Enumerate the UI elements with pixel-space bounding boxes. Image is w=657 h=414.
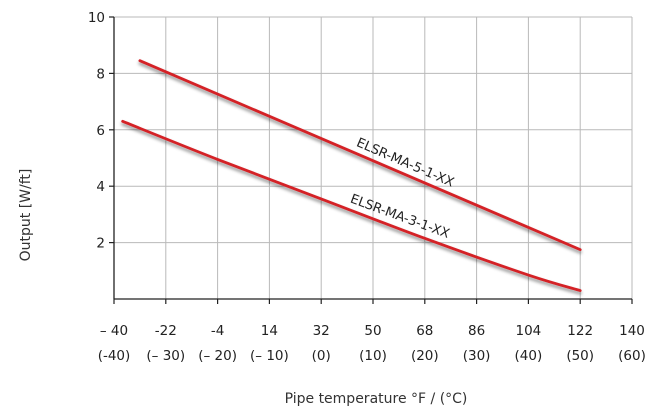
x-tick-label-c: (20) <box>411 348 439 364</box>
series-line-1 <box>121 119 582 292</box>
x-tick-label-c: (– 30) <box>146 348 185 364</box>
x-tick-label-f: 104 <box>516 323 542 339</box>
x-axis-ticks: – 40 (-40) -22 (– 30) -4 (– 20) 14 (– 10) 32 (0) 5… <box>98 299 646 364</box>
x-tick-label-c: (60) <box>618 348 646 364</box>
x-tick-label-f: 122 <box>567 323 593 339</box>
y-tick-label: 4 <box>96 179 105 195</box>
x-tick-label-c: (50) <box>566 348 594 364</box>
y-tick-label: 8 <box>96 66 105 82</box>
y-axis-ticks: 2 4 6 8 10 <box>88 10 114 252</box>
x-tick-label-f: 86 <box>468 323 485 339</box>
x-tick-label-c: (– 10) <box>250 348 289 364</box>
x-tick-label-c: (30) <box>463 348 491 364</box>
series-label-elsr-ma-5: ELSR-MA-5-1-XX <box>354 136 456 191</box>
x-tick-label-c: (40) <box>515 348 543 364</box>
x-tick-label-c: (-40) <box>98 348 131 364</box>
series-line-0 <box>138 59 582 252</box>
x-axis-label: Pipe temperature °F / (°C) <box>285 391 468 407</box>
x-tick-label-f: 140 <box>619 323 645 339</box>
x-tick-label-f: 32 <box>313 323 330 339</box>
x-tick-label-f: 14 <box>261 323 278 339</box>
y-tick-label: 10 <box>88 10 105 26</box>
x-tick-label-f: – 40 <box>100 323 128 339</box>
grid <box>114 16 633 299</box>
x-tick-label-f: 50 <box>364 323 381 339</box>
x-tick-label-f: -4 <box>211 323 224 339</box>
series-label-elsr-ma-3: ELSR-MA-3-1-XX <box>348 192 451 242</box>
x-tick-label-f: 68 <box>416 323 433 339</box>
x-tick-label-c: (0) <box>312 348 331 364</box>
y-tick-label: 2 <box>96 236 105 252</box>
y-axis-label: Output [W/ft] <box>18 169 34 262</box>
series-lines <box>121 59 582 292</box>
y-tick-label: 6 <box>96 123 105 139</box>
x-tick-label-c: (– 20) <box>198 348 237 364</box>
x-tick-label-f: -22 <box>155 323 177 339</box>
x-tick-label-c: (10) <box>359 348 387 364</box>
